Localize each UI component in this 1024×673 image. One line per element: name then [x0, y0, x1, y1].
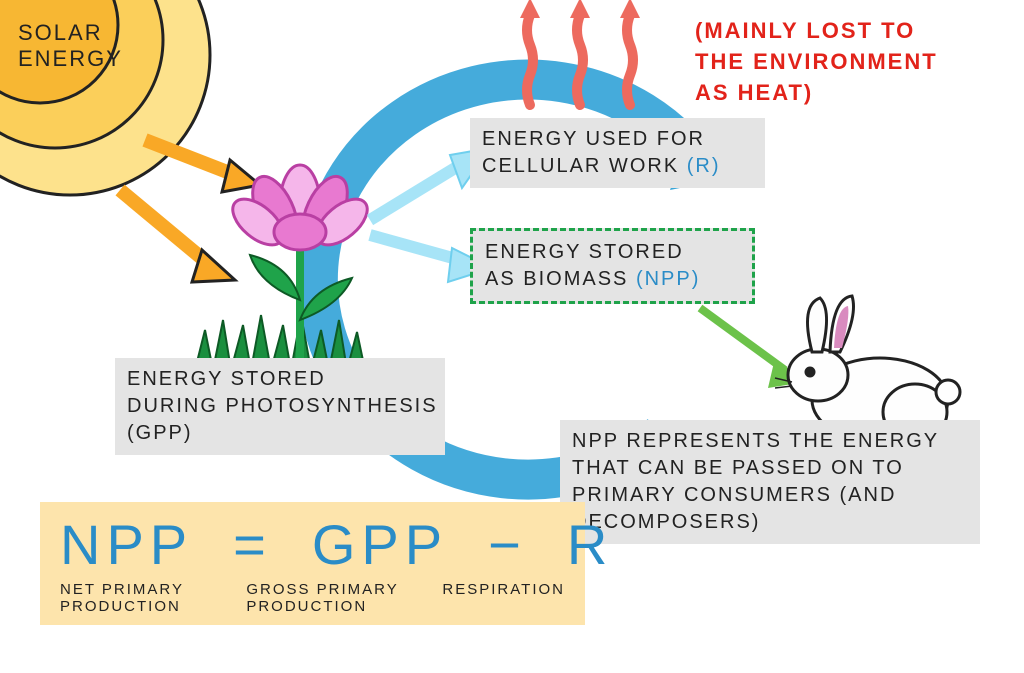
r-box-text: ENERGY USED FOR CELLULAR WORK	[482, 128, 705, 177]
eq-sub-gpp: GROSS PRIMARY PRODUCTION	[246, 581, 442, 615]
plant-graphic	[195, 165, 375, 370]
eq-gpp: GPP	[312, 512, 448, 577]
equation-sublabels: NET PRIMARY PRODUCTION GROSS PRIMARY PRO…	[60, 581, 565, 615]
equation-box: NPP = GPP − R NET PRIMARY PRODUCTION GRO…	[40, 502, 585, 625]
npp-box: ENERGY STORED AS BIOMASS (NPP)	[470, 228, 755, 304]
heat-loss-text: (MAINLY LOST TO THE ENVIRONMENT AS HEAT)	[695, 18, 938, 105]
gpp-box: ENERGY STORED DURING PHOTOSYNTHESIS (GPP…	[115, 358, 445, 455]
heat-arrows	[520, 0, 640, 105]
equation-formula: NPP = GPP − R	[60, 512, 565, 577]
r-box-r: (R)	[687, 155, 721, 177]
eq-npp: NPP	[60, 512, 193, 577]
eq-sub-r: RESPIRATION	[442, 581, 565, 615]
r-box: ENERGY USED FOR CELLULAR WORK (R)	[470, 118, 765, 188]
solar-energy-label: SOLAR ENERGY	[18, 20, 123, 73]
sun-arrow-2	[120, 190, 235, 282]
sun-arrow-1	[145, 140, 260, 192]
green-arrow-to-rabbit	[700, 308, 805, 388]
gpp-box-text: ENERGY STORED DURING PHOTOSYNTHESIS (GPP…	[127, 368, 438, 444]
rabbit-box: NPP REPRESENTS THE ENERGY THAT CAN BE PA…	[560, 420, 980, 544]
npp-box-npp: (NPP)	[636, 268, 700, 290]
eq-eq: =	[233, 512, 272, 577]
heat-loss-label: (MAINLY LOST TO THE ENVIRONMENT AS HEAT)	[695, 16, 938, 108]
eq-r: R	[567, 512, 613, 577]
solar-energy-text: SOLAR ENERGY	[18, 20, 123, 71]
eq-sub-npp: NET PRIMARY PRODUCTION	[60, 581, 246, 615]
eq-minus: −	[488, 512, 527, 577]
rabbit-box-text: NPP REPRESENTS THE ENERGY THAT CAN BE PA…	[572, 430, 939, 533]
